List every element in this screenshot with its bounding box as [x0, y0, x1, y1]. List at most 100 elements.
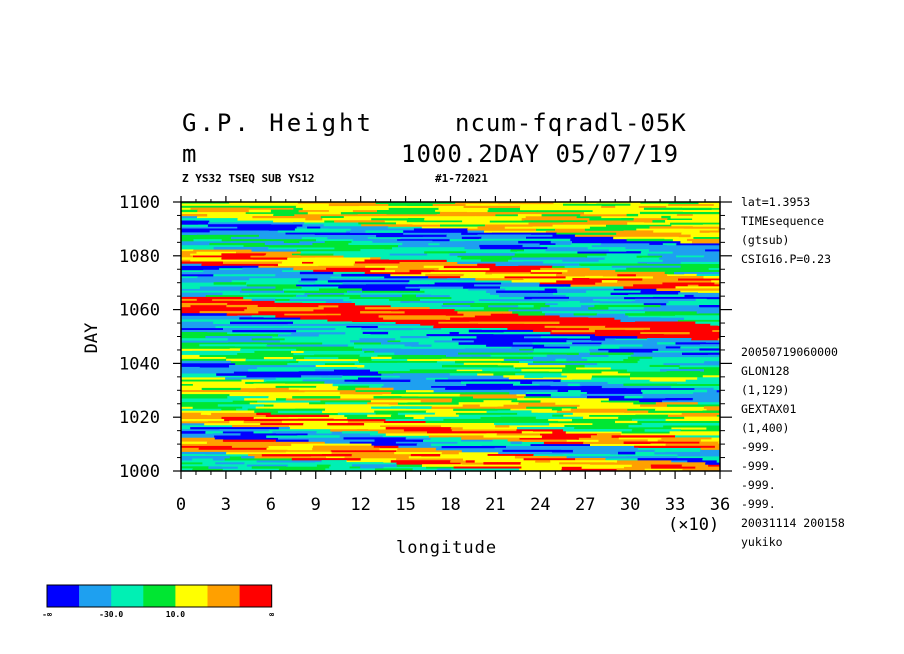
heatmap-cell	[388, 261, 400, 265]
heatmap-cell	[237, 466, 253, 470]
heatmap-cell	[181, 305, 191, 309]
heatmap-cell	[483, 419, 549, 422]
heatmap-cell	[300, 251, 361, 255]
heatmap-cell	[410, 328, 442, 332]
heatmap-cell	[249, 402, 310, 406]
heatmap-cell	[590, 435, 613, 439]
heatmap-cell	[413, 329, 470, 333]
heatmap-cell	[587, 255, 637, 259]
heatmap-cell	[638, 427, 672, 431]
heatmap-cell	[717, 338, 720, 342]
heatmap-cell	[181, 230, 211, 234]
heatmap-cell	[711, 209, 720, 213]
heatmap-cell	[301, 286, 339, 290]
heatmap-cell	[181, 366, 200, 370]
heatmap-cell	[701, 454, 720, 458]
heatmap-cell	[684, 317, 720, 321]
y-tick-label: 1020	[119, 408, 160, 428]
heatmap-cell	[442, 371, 491, 374]
heatmap-cell	[225, 377, 277, 381]
heatmap-cell	[275, 276, 331, 280]
heatmap-cell	[327, 319, 384, 323]
heatmap-cell	[427, 381, 462, 385]
side-info-line: -999.	[741, 478, 776, 492]
heatmap-cell	[523, 278, 573, 282]
heatmap-cell	[711, 280, 720, 284]
heatmap-cell	[519, 437, 580, 441]
heatmap-cell	[275, 377, 322, 381]
heatmap-cell	[297, 202, 318, 205]
heatmap-cell	[580, 266, 613, 269]
heatmap-cell	[676, 214, 694, 218]
heatmap-cell	[248, 453, 263, 457]
heatmap-cell	[365, 230, 404, 234]
heatmap-cell	[649, 379, 687, 383]
heatmap-cell	[266, 344, 299, 348]
heatmap-cell	[467, 228, 537, 232]
heatmap-cell	[448, 363, 465, 367]
heatmap-cell	[437, 257, 462, 261]
heatmap-cell	[382, 435, 430, 439]
heatmap-cell	[209, 230, 269, 234]
colorbar-frame	[46, 584, 273, 608]
heatmap-cell	[574, 427, 640, 431]
heatmap-cell	[563, 454, 611, 457]
heatmap-cell	[429, 423, 495, 426]
heatmap-cell	[474, 284, 540, 288]
heatmap-cell	[344, 456, 356, 460]
heatmap-cell	[680, 290, 720, 294]
heatmap-cell	[404, 311, 458, 315]
heatmap-cell	[342, 282, 409, 285]
heatmap-cell	[362, 348, 402, 352]
heatmap-cell	[181, 451, 227, 455]
heatmap-cell	[181, 384, 194, 387]
heatmap-cell	[659, 317, 685, 321]
heatmap-cell	[226, 452, 287, 456]
heatmap-cell	[270, 209, 300, 213]
heatmap-cell	[245, 381, 267, 385]
heatmap-cell	[588, 327, 651, 331]
heatmap-cell	[644, 468, 683, 471]
heatmap-cell	[389, 298, 421, 302]
heatmap-cell	[527, 280, 557, 284]
heatmap-cell	[349, 441, 397, 445]
heatmap-cell	[660, 462, 706, 466]
heatmap-cell	[232, 274, 276, 278]
heatmap-cell	[320, 400, 372, 404]
heatmap-cell	[587, 220, 653, 224]
heatmap-cell	[440, 454, 489, 458]
heatmap-cell	[680, 265, 720, 269]
heatmap-cell	[424, 416, 481, 420]
heatmap-cell	[670, 222, 720, 226]
heatmap-cell	[692, 226, 720, 230]
heatmap-cell	[555, 243, 572, 246]
heatmap-cell	[626, 234, 692, 238]
heatmap-cell	[249, 278, 302, 282]
heatmap-cell	[516, 429, 564, 433]
heatmap-cell	[321, 460, 347, 463]
heatmap-cell	[293, 296, 350, 300]
heatmap-cell	[561, 272, 609, 276]
heatmap-cell	[319, 288, 363, 292]
heatmap-cell	[398, 445, 428, 449]
heatmap-cell	[357, 214, 387, 217]
heatmap-cell	[532, 342, 573, 346]
heatmap-cell	[266, 381, 325, 385]
heatmap-cell	[510, 441, 523, 445]
heatmap-cell	[636, 228, 684, 232]
heatmap-cell	[338, 356, 372, 360]
heatmap-cell	[635, 452, 655, 455]
heatmap-cell	[568, 390, 582, 393]
heatmap-cell	[626, 369, 661, 373]
heatmap-cell	[405, 404, 464, 408]
heatmap-cell	[278, 334, 320, 338]
heatmap-cell	[329, 415, 345, 418]
heatmap-cell	[668, 301, 720, 304]
heatmap-cell	[207, 213, 274, 217]
heatmap-cell	[621, 218, 635, 221]
heatmap-cell	[421, 226, 478, 230]
heatmap-cell	[587, 203, 597, 207]
heatmap-cell	[630, 203, 669, 207]
heatmap-cell	[552, 234, 576, 238]
heatmap-cell	[221, 232, 269, 236]
